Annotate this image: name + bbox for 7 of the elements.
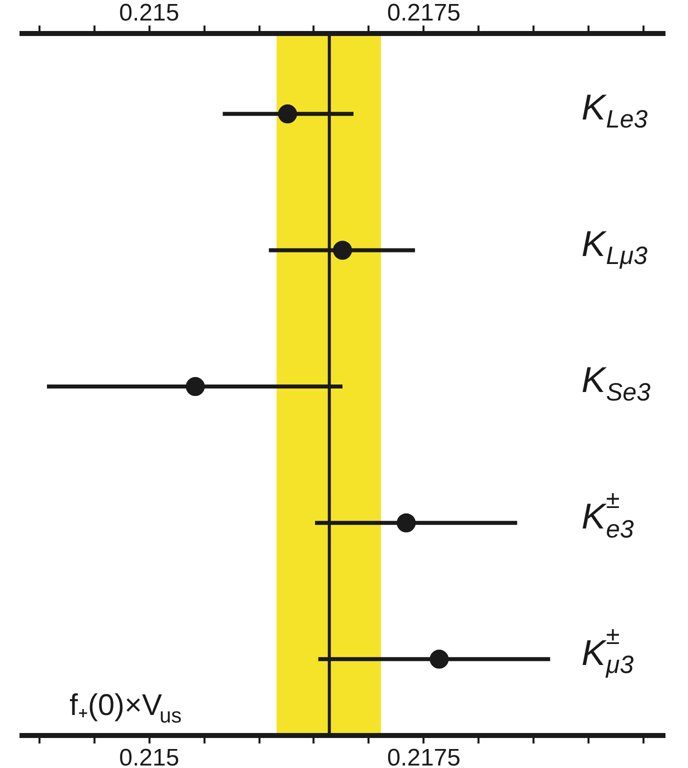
point xyxy=(430,650,449,669)
point xyxy=(278,104,298,124)
x2-tick-label: 0.215 xyxy=(119,744,180,768)
point xyxy=(186,377,205,396)
point xyxy=(396,513,416,532)
point xyxy=(333,240,352,260)
x2-tick-label: 0.2175 xyxy=(387,744,460,768)
